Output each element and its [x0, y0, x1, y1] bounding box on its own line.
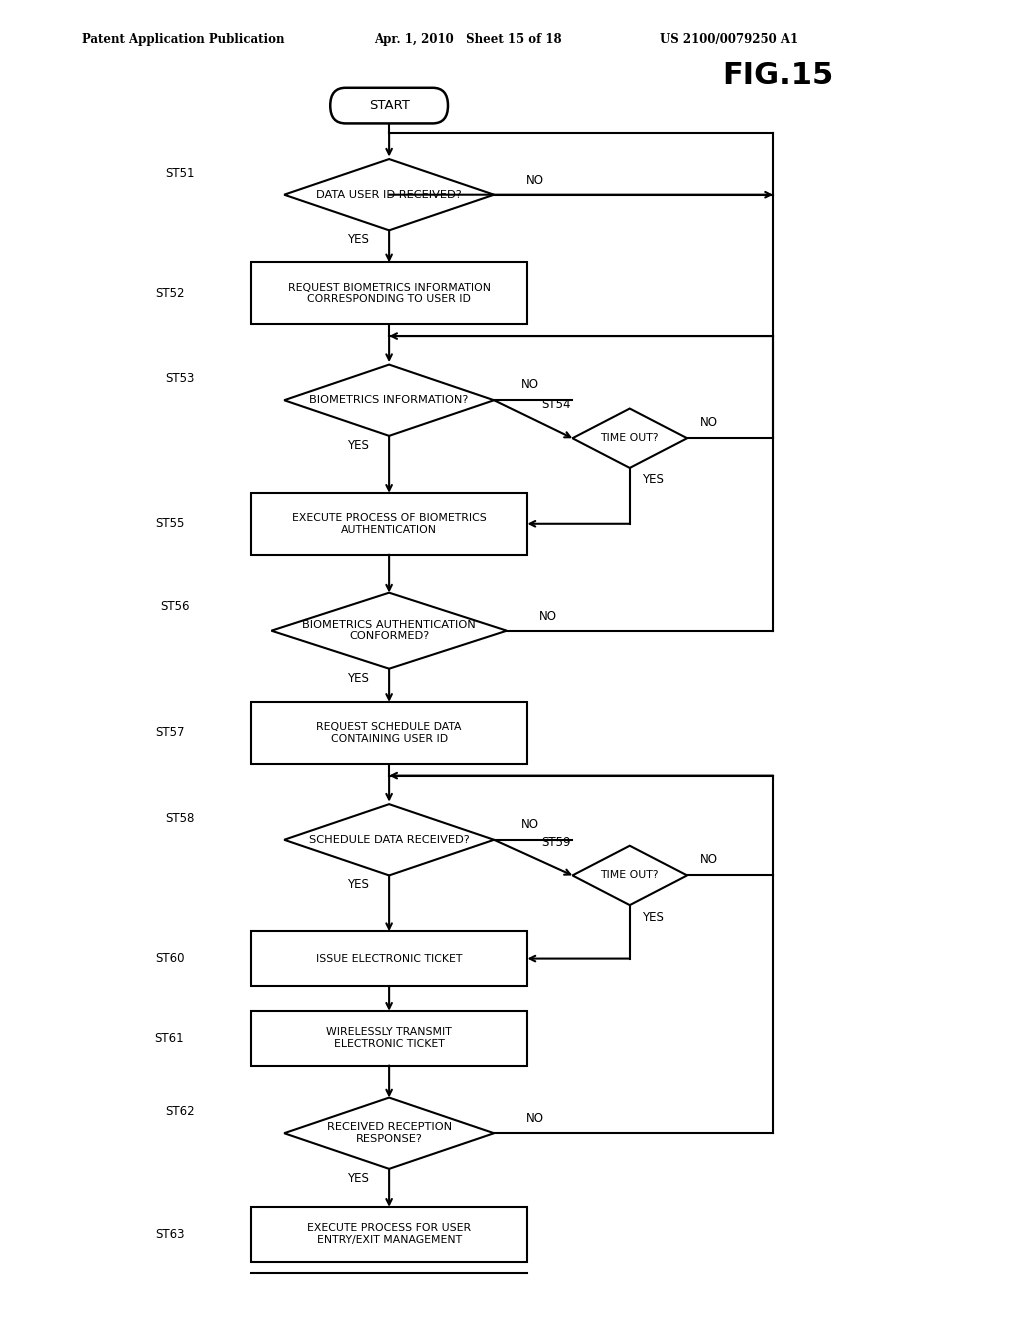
FancyBboxPatch shape: [330, 88, 449, 124]
Text: ST60: ST60: [155, 952, 184, 965]
Text: YES: YES: [347, 1172, 369, 1185]
Bar: [251, 702, 527, 764]
Text: YES: YES: [642, 474, 664, 486]
Text: ST57: ST57: [155, 726, 184, 739]
Polygon shape: [572, 409, 687, 469]
Polygon shape: [572, 846, 687, 906]
Polygon shape: [285, 364, 494, 436]
Bar: [251, 492, 527, 554]
Text: DATA USER ID RECEIVED?: DATA USER ID RECEIVED?: [316, 190, 462, 199]
Text: WIRELESSLY TRANSMIT
ELECTRONIC TICKET: WIRELESSLY TRANSMIT ELECTRONIC TICKET: [327, 1027, 452, 1049]
Text: REQUEST SCHEDULE DATA
CONTAINING USER ID: REQUEST SCHEDULE DATA CONTAINING USER ID: [316, 722, 462, 743]
Bar: [251, 932, 527, 986]
Text: YES: YES: [347, 878, 369, 891]
Text: BIOMETRICS AUTHENTICATION
CONFORMED?: BIOMETRICS AUTHENTICATION CONFORMED?: [302, 620, 476, 642]
Text: SCHEDULE DATA RECEIVED?: SCHEDULE DATA RECEIVED?: [309, 834, 469, 845]
Text: ST53: ST53: [165, 372, 195, 385]
Text: ST52: ST52: [155, 286, 184, 300]
Text: Patent Application Publication: Patent Application Publication: [82, 33, 285, 46]
Text: BIOMETRICS INFORMATION?: BIOMETRICS INFORMATION?: [309, 395, 469, 405]
Text: REQUEST BIOMETRICS INFORMATION
CORRESPONDING TO USER ID: REQUEST BIOMETRICS INFORMATION CORRESPON…: [288, 282, 490, 304]
Polygon shape: [285, 1098, 494, 1170]
Text: START: START: [369, 99, 410, 112]
Bar: [251, 1011, 527, 1065]
Text: FIG.15: FIG.15: [723, 62, 834, 90]
Text: ST58: ST58: [165, 812, 195, 825]
Text: EXECUTE PROCESS OF BIOMETRICS
AUTHENTICATION: EXECUTE PROCESS OF BIOMETRICS AUTHENTICA…: [292, 513, 486, 535]
Text: TIME OUT?: TIME OUT?: [600, 433, 659, 444]
Text: ST51: ST51: [165, 166, 195, 180]
Text: ST59: ST59: [541, 836, 570, 849]
Text: ST63: ST63: [155, 1228, 184, 1241]
Text: YES: YES: [347, 672, 369, 685]
Text: TIME OUT?: TIME OUT?: [600, 870, 659, 880]
Text: NO: NO: [521, 379, 539, 391]
Bar: [251, 1206, 527, 1262]
Text: YES: YES: [347, 438, 369, 451]
Polygon shape: [285, 804, 494, 875]
Text: RECEIVED RECEPTION
RESPONSE?: RECEIVED RECEPTION RESPONSE?: [327, 1122, 452, 1144]
Text: ST61: ST61: [155, 1032, 184, 1044]
Bar: [251, 263, 527, 325]
Text: ST56: ST56: [160, 601, 189, 614]
Text: YES: YES: [347, 234, 369, 247]
Text: ISSUE ELECTRONIC TICKET: ISSUE ELECTRONIC TICKET: [316, 953, 462, 964]
Text: EXECUTE PROCESS FOR USER
ENTRY/EXIT MANAGEMENT: EXECUTE PROCESS FOR USER ENTRY/EXIT MANA…: [307, 1224, 471, 1245]
Text: YES: YES: [642, 911, 664, 924]
Text: NO: NO: [526, 174, 544, 187]
Polygon shape: [285, 160, 494, 231]
Text: Apr. 1, 2010   Sheet 15 of 18: Apr. 1, 2010 Sheet 15 of 18: [374, 33, 561, 46]
Text: NO: NO: [521, 818, 539, 830]
Text: ST55: ST55: [155, 517, 184, 531]
Text: NO: NO: [699, 854, 718, 866]
Text: ST62: ST62: [165, 1105, 195, 1118]
Text: US 2100/0079250 A1: US 2100/0079250 A1: [660, 33, 799, 46]
Text: NO: NO: [526, 1113, 544, 1126]
Polygon shape: [271, 593, 507, 669]
Text: NO: NO: [699, 416, 718, 429]
Text: NO: NO: [539, 610, 557, 623]
Text: ST54: ST54: [541, 399, 570, 412]
